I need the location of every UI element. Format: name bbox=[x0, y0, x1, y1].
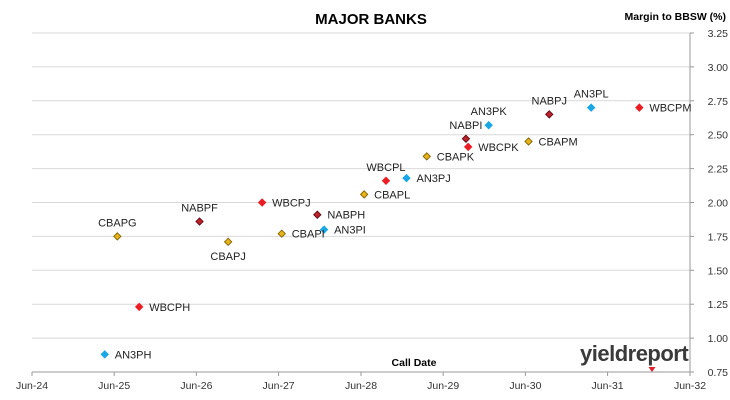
point-cbapk bbox=[422, 152, 431, 161]
label-nabpf: NABPF bbox=[181, 202, 218, 214]
point-wbcpm bbox=[635, 103, 644, 112]
y-tick-label: 1.00 bbox=[708, 333, 729, 345]
chart-title: MAJOR BANKS bbox=[315, 11, 427, 28]
yieldreport-logo: yieldreport bbox=[580, 341, 690, 372]
label-wbcpk: WBCPK bbox=[478, 142, 519, 154]
label-an3pi: AN3PI bbox=[334, 225, 366, 237]
y-tick-label: 1.25 bbox=[708, 299, 729, 311]
point-nabpi bbox=[461, 134, 471, 144]
point-cbapm bbox=[524, 137, 533, 146]
label-cbapg: CBAPG bbox=[98, 217, 137, 229]
x-tick-label: Jun-29 bbox=[427, 380, 459, 392]
point-nabpf bbox=[195, 217, 204, 226]
y-axis-label: Margin to BBSW (%) bbox=[625, 11, 727, 23]
point-an3pl bbox=[586, 103, 596, 112]
y-tick-label: 2.00 bbox=[708, 198, 729, 210]
point-wbcpl bbox=[381, 176, 391, 186]
logo-text: yieldreport bbox=[580, 341, 689, 366]
point-an3pk bbox=[484, 120, 493, 130]
label-wbcph: WBCPH bbox=[149, 302, 190, 314]
x-tick-label: Jun-30 bbox=[509, 380, 541, 392]
y-tick-labels: 0.75 1.00 1.25 1.50 1.75 2.00 2.25 2.50 2.75 3.00… bbox=[708, 28, 729, 379]
label-nabph: NABPH bbox=[327, 210, 365, 222]
y-tick-label: 3.00 bbox=[708, 62, 729, 74]
x-tick-label: Jun-32 bbox=[674, 380, 706, 392]
y-tick-label: 2.25 bbox=[708, 164, 729, 176]
label-cbapl: CBAPL bbox=[374, 189, 410, 201]
logo-arrow-icon bbox=[648, 367, 656, 372]
point-cbapg bbox=[113, 232, 122, 241]
y-tick-label: 2.50 bbox=[708, 130, 729, 142]
x-tick-label: Jun-25 bbox=[98, 380, 130, 392]
point-cbapj bbox=[223, 237, 233, 247]
x-tick-label: Jun-26 bbox=[180, 380, 212, 392]
x-tick-label: Jun-24 bbox=[16, 380, 48, 392]
label-cbapi: CBAPI bbox=[292, 229, 325, 241]
y-tick-label: 1.75 bbox=[708, 231, 729, 243]
label-wbcpl: WBCPL bbox=[366, 162, 405, 174]
point-wbcpj bbox=[257, 198, 267, 207]
label-an3pk: AN3PK bbox=[471, 106, 508, 118]
point-cbapl bbox=[359, 190, 369, 199]
x-tick-label: Jun-31 bbox=[592, 380, 624, 392]
y-tick-label: 0.75 bbox=[708, 367, 729, 379]
label-cbapk: CBAPK bbox=[437, 151, 475, 163]
point-labels: AN3PH AN3PI AN3PJ AN3PK AN3PL CBAPG CBAPJ CBAPI… bbox=[98, 89, 691, 362]
x-tick-label: Jun-28 bbox=[345, 380, 377, 392]
point-wbcph bbox=[134, 302, 144, 312]
data-points bbox=[100, 103, 644, 359]
axes bbox=[31, 32, 694, 376]
y-tick-label: 1.50 bbox=[708, 265, 729, 277]
label-cbapj: CBAPJ bbox=[210, 251, 245, 263]
point-an3pj bbox=[402, 173, 411, 183]
point-wbcpk bbox=[463, 142, 473, 152]
x-axis-label: Call Date bbox=[392, 357, 437, 369]
label-an3pj: AN3PJ bbox=[416, 173, 450, 185]
x-tick-labels: Jun-24 Jun-25 Jun-26 Jun-27 Jun-28 Jun-29 Jun-… bbox=[16, 380, 706, 392]
label-an3pl: AN3PL bbox=[574, 89, 609, 101]
gridlines bbox=[32, 32, 690, 373]
y-tick-label: 2.75 bbox=[708, 96, 729, 108]
point-an3ph bbox=[100, 350, 109, 359]
point-an3pi bbox=[319, 225, 329, 234]
point-nabpj bbox=[545, 110, 554, 119]
label-an3ph: AN3PH bbox=[115, 349, 152, 361]
label-wbcpm: WBCPM bbox=[649, 103, 691, 115]
label-wbcpj: WBCPJ bbox=[272, 198, 311, 210]
point-nabph bbox=[313, 210, 322, 219]
label-nabpi: NABPI bbox=[449, 120, 482, 132]
y-tick-label: 3.25 bbox=[708, 28, 729, 40]
x-tick-label: Jun-27 bbox=[263, 380, 295, 392]
label-nabpj: NABPJ bbox=[532, 95, 567, 107]
point-cbapi bbox=[277, 229, 286, 238]
label-cbapm: CBAPM bbox=[539, 136, 578, 148]
